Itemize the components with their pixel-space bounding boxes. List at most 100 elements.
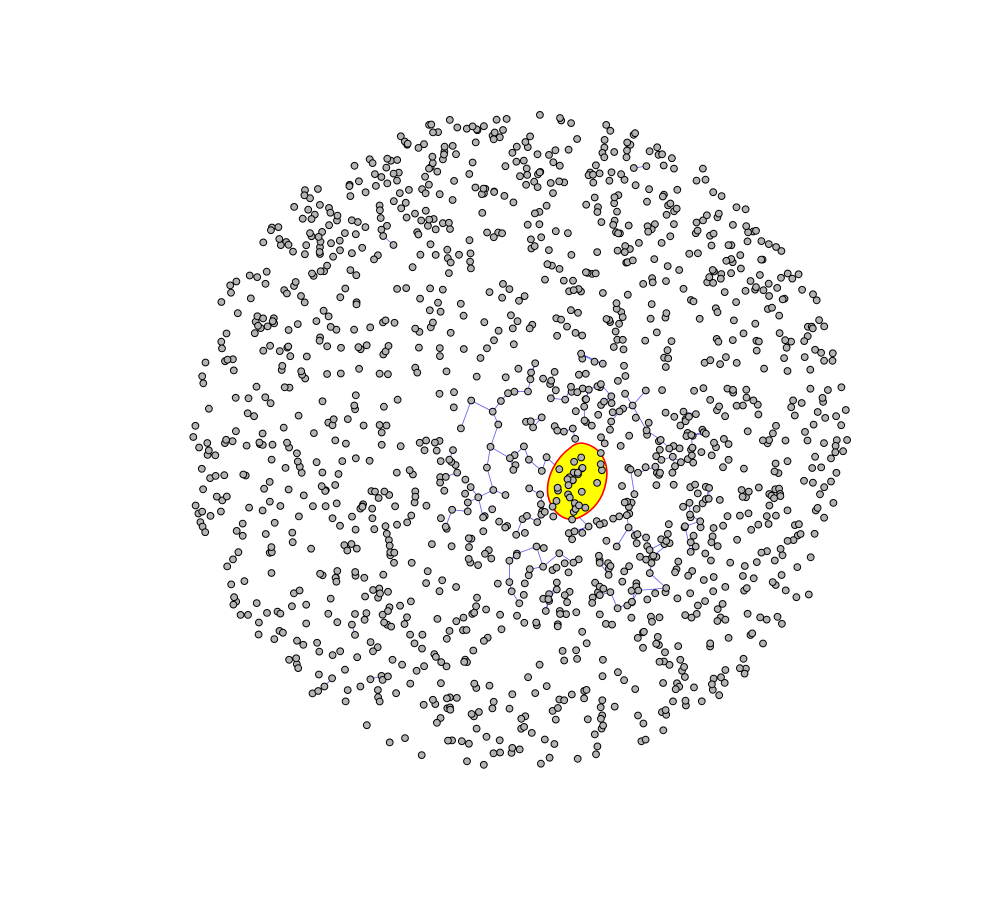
graph-node xyxy=(625,562,633,571)
graph-node xyxy=(621,389,629,398)
graph-node xyxy=(288,602,296,611)
graph-node xyxy=(376,206,384,215)
graph-node xyxy=(440,142,449,151)
graph-node xyxy=(715,691,724,700)
graph-node xyxy=(343,415,352,424)
graph-node xyxy=(496,610,505,619)
graph-node xyxy=(573,468,582,477)
graph-node xyxy=(419,700,428,709)
graph-node xyxy=(479,527,488,536)
graph-node xyxy=(672,204,681,213)
graph-node xyxy=(624,523,633,532)
graph-node xyxy=(302,352,311,361)
graph-node xyxy=(288,528,297,537)
graph-node xyxy=(598,696,607,705)
graph-node xyxy=(423,567,432,576)
graph-node xyxy=(771,459,780,468)
graph-node xyxy=(709,279,717,287)
graph-node xyxy=(382,163,391,172)
graph-node xyxy=(336,246,344,255)
graph-node xyxy=(598,359,607,368)
graph-node xyxy=(554,704,562,712)
graph-node xyxy=(778,295,787,304)
graph-node xyxy=(201,358,210,367)
graph-node xyxy=(383,179,392,188)
graph-node xyxy=(351,525,360,534)
graph-node xyxy=(590,193,599,202)
graph-node xyxy=(582,200,591,209)
graph-node xyxy=(764,240,773,249)
graph-node xyxy=(737,264,745,273)
graph-node xyxy=(255,438,264,447)
graph-node xyxy=(764,279,773,288)
graph-node xyxy=(571,434,580,443)
graph-node xyxy=(356,682,365,691)
graph-node xyxy=(513,611,521,620)
graph-node xyxy=(681,696,690,705)
graph-node xyxy=(361,592,370,601)
graph-node xyxy=(606,562,615,570)
graph-node xyxy=(670,412,679,421)
graph-node xyxy=(595,169,604,178)
graph-node xyxy=(560,656,569,665)
graph-node xyxy=(445,116,454,124)
graph-node xyxy=(374,494,383,502)
graph-node xyxy=(233,309,242,318)
graph-node xyxy=(240,577,249,585)
graph-node xyxy=(782,343,791,352)
graph-node xyxy=(499,280,507,288)
graph-node xyxy=(254,630,263,639)
graph-node xyxy=(393,520,401,529)
graph-node xyxy=(384,587,392,596)
graph-node xyxy=(692,610,701,618)
graph-node xyxy=(713,542,722,550)
graph-node xyxy=(732,401,741,410)
graph-node xyxy=(462,626,471,634)
graph-node xyxy=(284,240,293,249)
graph-node xyxy=(435,587,444,596)
graph-node xyxy=(526,132,534,141)
graph-node xyxy=(533,518,542,526)
graph-node xyxy=(685,498,694,507)
graph-node xyxy=(658,192,667,201)
graph-node xyxy=(234,548,243,557)
graph-node xyxy=(465,739,473,748)
graph-node xyxy=(811,345,819,354)
graph-node xyxy=(405,466,414,475)
graph-node xyxy=(757,548,766,557)
graph-node xyxy=(590,730,599,739)
graph-node xyxy=(382,529,391,538)
graph-node xyxy=(374,686,382,694)
graph-node xyxy=(781,336,790,345)
graph-node xyxy=(362,609,371,617)
graph-node xyxy=(773,284,782,292)
graph-node xyxy=(831,442,840,450)
graph-node xyxy=(524,387,532,396)
graph-node xyxy=(291,278,300,286)
graph-node xyxy=(793,563,802,571)
graph-node xyxy=(839,447,847,456)
graph-node xyxy=(675,444,684,453)
graph-node xyxy=(402,284,411,293)
graph-node xyxy=(564,145,573,154)
graph-node xyxy=(553,483,562,492)
graph-node xyxy=(719,463,727,472)
graph-node xyxy=(550,740,559,748)
graph-node xyxy=(593,248,602,257)
graph-node xyxy=(824,386,832,394)
graph-node xyxy=(797,399,806,407)
graph-node xyxy=(351,230,360,239)
graph-node xyxy=(315,670,323,679)
graph-node xyxy=(699,164,707,173)
graph-node xyxy=(620,248,629,257)
graph-node xyxy=(389,197,398,206)
graph-node xyxy=(563,322,571,331)
graph-node xyxy=(537,233,546,242)
graph-node xyxy=(694,249,702,258)
graph-node xyxy=(642,162,651,171)
graph-node xyxy=(485,288,494,297)
graph-node xyxy=(608,620,616,629)
graph-node xyxy=(348,620,356,629)
graph-node xyxy=(465,236,474,245)
